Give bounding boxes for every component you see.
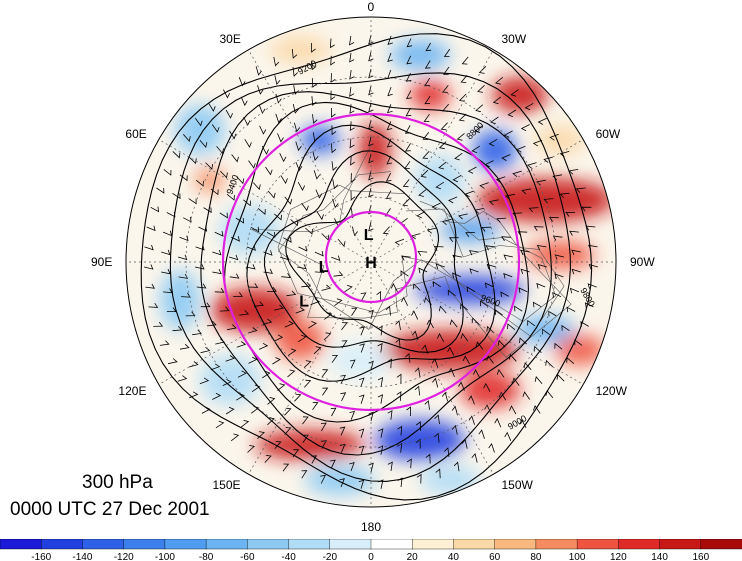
circle-inner xyxy=(324,210,418,304)
colorbar-swatch xyxy=(494,539,537,550)
lon-label: 120E xyxy=(118,383,147,398)
colorbar-swatch xyxy=(370,539,413,550)
colorbar-swatch xyxy=(288,539,331,550)
pressure-center-l: L xyxy=(364,227,374,244)
colorbar-swatch xyxy=(41,539,84,550)
colorbar-tick-label: -80 xyxy=(199,552,214,561)
lon-label: 150E xyxy=(212,477,241,492)
colorbar-tick-label: 100 xyxy=(569,552,586,561)
colorbar-tick-label: 140 xyxy=(651,552,668,561)
colorbar-tick-label: 40 xyxy=(448,552,460,561)
colorbar-tick-label: 160 xyxy=(692,552,709,561)
lon-label: 120W xyxy=(595,383,627,398)
colorbar-tick-label: -40 xyxy=(281,552,296,561)
lon-label: 30E xyxy=(219,32,241,47)
colorbar-swatch xyxy=(329,539,372,550)
colorbar-swatch xyxy=(576,539,620,550)
colorbar-swatch xyxy=(247,539,290,550)
map-border xyxy=(125,16,617,508)
pressure-center-l: L xyxy=(299,294,309,311)
level-title: 300 hPa xyxy=(82,472,153,493)
colorbar-swatch xyxy=(535,539,578,550)
colorbar-tick-label: -120 xyxy=(114,552,134,561)
colorbar-tick-label: 80 xyxy=(530,552,542,561)
colorbar: -160 -140 -120 -100 -80 -60 -40 -20 0 20 40 60 80 100… xyxy=(0,539,742,561)
colorbar-swatch xyxy=(700,539,742,550)
colorbar-tick-label: 120 xyxy=(610,552,627,561)
colorbar-tick-label: -160 xyxy=(31,552,51,561)
colorbar-swatch xyxy=(0,539,42,550)
colorbar-swatch xyxy=(453,539,496,550)
colorbar-swatch xyxy=(82,539,125,550)
lon-label: 0 xyxy=(367,0,375,14)
colorbar-tick-label: -20 xyxy=(323,552,338,561)
colorbar-swatch xyxy=(205,539,249,550)
datetime-title: 0000 UTC 27 Dec 2001 xyxy=(10,499,210,520)
lon-label: 90E xyxy=(91,255,113,269)
colorbar-swatch xyxy=(412,539,455,550)
colorbar-swatch xyxy=(123,539,166,550)
colorbar-swatch xyxy=(164,539,207,550)
lon-label: 150W xyxy=(501,477,533,492)
pressure-center-h: H xyxy=(365,255,377,272)
lon-label: 90W xyxy=(630,255,655,269)
colorbar-swatch xyxy=(618,539,661,550)
colorbar-swatch xyxy=(659,539,702,550)
lon-label: 30W xyxy=(501,32,527,47)
colorbar-tick-label: -60 xyxy=(240,552,255,561)
lon-label: 180 xyxy=(361,520,382,534)
colorbar-tick-label: 0 xyxy=(368,552,374,561)
colorbar-tick-label: 60 xyxy=(489,552,501,561)
colorbar-tick-label: 20 xyxy=(407,552,419,561)
colorbar-tick-label: -140 xyxy=(72,552,92,561)
pressure-center-l: L xyxy=(319,259,329,276)
lon-label: 60E xyxy=(125,126,147,141)
lon-label: 60W xyxy=(595,126,621,141)
colorbar-tick-label: -100 xyxy=(155,552,175,561)
circle-outer xyxy=(221,112,521,412)
